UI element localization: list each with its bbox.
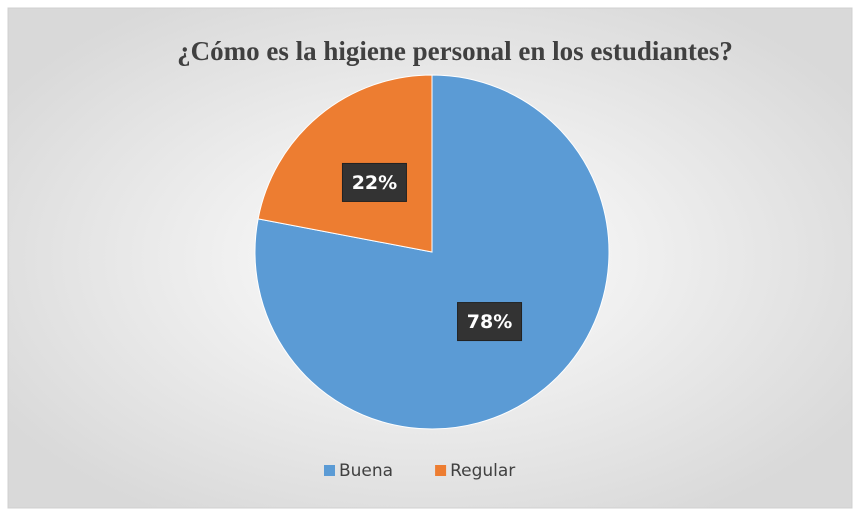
legend-swatch <box>324 465 335 476</box>
data-label: 78% <box>467 311 512 333</box>
data-label-box <box>457 302 523 342</box>
chart-title: ¿Cómo es la higiene personal en los estu… <box>177 36 733 66</box>
legend-swatch <box>435 465 447 476</box>
data-label-box <box>341 162 407 202</box>
data-label: 22% <box>352 172 397 194</box>
legend-label: Buena <box>339 461 393 481</box>
legend-label: Regular <box>450 461 515 481</box>
